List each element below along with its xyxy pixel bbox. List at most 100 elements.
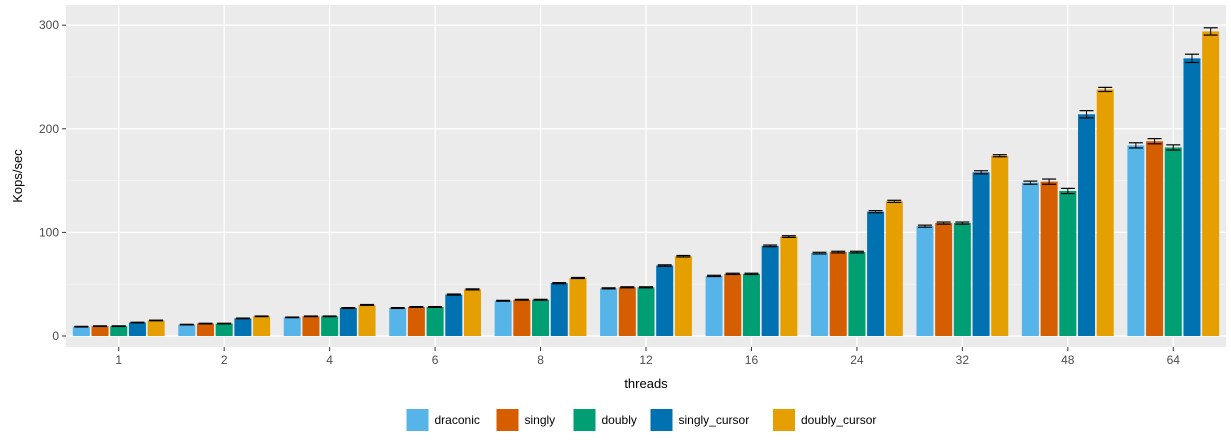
bar-doubly-1 <box>110 326 128 336</box>
legend-item-draconic: draconic <box>406 409 480 431</box>
bar-draconic-16 <box>705 275 723 336</box>
x-tick-label: 32 <box>956 353 970 367</box>
error-bar-singly_cursor-6 <box>446 293 461 296</box>
error-bar-singly-16 <box>725 272 740 276</box>
error-bar-draconic-48 <box>1023 180 1038 185</box>
error-bar-draconic-32 <box>917 224 932 228</box>
error-bar-doubly-24 <box>849 250 864 254</box>
error-bar-doubly-6 <box>428 305 443 309</box>
error-bar-doubly-64 <box>1166 144 1181 151</box>
error-bars-layer <box>74 27 1218 328</box>
legend-item-singly_cursor: singly_cursor <box>650 409 749 431</box>
x-tick-label: 64 <box>1167 353 1181 367</box>
error-bar-singly_cursor-48 <box>1079 110 1094 119</box>
error-bar-doubly-4 <box>322 315 337 318</box>
error-bar-doubly-8 <box>533 298 548 301</box>
error-bar-doubly_cursor-2 <box>254 315 269 318</box>
bar-draconic-1 <box>72 326 90 336</box>
bar-singly_cursor-16 <box>761 245 779 336</box>
bars-layer <box>72 31 1220 337</box>
error-bar-doubly_cursor-12 <box>676 254 691 258</box>
error-bar-doubly-1 <box>111 325 126 328</box>
error-bar-draconic-1 <box>74 325 89 328</box>
error-bar-draconic-24 <box>812 251 827 255</box>
error-bar-singly-48 <box>1042 178 1057 185</box>
bar-doubly_cursor-48 <box>1096 89 1114 336</box>
legend-key-draconic <box>406 409 429 431</box>
bar-doubly-16 <box>742 273 760 336</box>
bar-singly_cursor-6 <box>445 294 463 336</box>
legend-key-doubly <box>573 409 596 431</box>
error-bar-singly_cursor-8 <box>552 282 567 285</box>
bar-singly_cursor-32 <box>972 172 990 336</box>
bar-draconic-48 <box>1021 182 1039 336</box>
error-bar-draconic-64 <box>1128 142 1143 149</box>
bar-singly-48 <box>1040 181 1058 336</box>
bar-doubly_cursor-24 <box>885 201 903 336</box>
grid-layer <box>66 5 1226 347</box>
error-bar-singly_cursor-2 <box>235 317 250 320</box>
bar-singly-24 <box>829 252 847 336</box>
bar-doubly_cursor-32 <box>991 155 1009 336</box>
bar-singly-1 <box>91 326 109 336</box>
error-bar-doubly_cursor-8 <box>570 276 585 280</box>
bar-draconic-32 <box>916 226 934 336</box>
x-tick-label: 4 <box>326 353 333 367</box>
y-axis-title: Kops/sec <box>10 149 25 203</box>
bar-draconic-8 <box>494 300 512 336</box>
x-axis: 1 2 4 6 8 12 16 24 32 48 64 <box>115 347 1180 367</box>
bar-singly-8 <box>513 299 531 336</box>
bar-doubly_cursor-64 <box>1202 31 1220 336</box>
x-tick-label: 1 <box>115 353 122 367</box>
error-bar-singly-6 <box>409 305 424 309</box>
y-tick-label: 0 <box>52 329 59 343</box>
error-bar-draconic-12 <box>601 287 616 290</box>
error-bar-singly-4 <box>303 315 318 318</box>
bar-singly-6 <box>407 306 425 336</box>
bar-singly_cursor-24 <box>867 211 885 336</box>
bar-singly_cursor-12 <box>656 265 674 336</box>
error-bar-doubly_cursor-6 <box>465 288 480 291</box>
x-tick-label: 16 <box>745 353 759 367</box>
legend: draconic singly doubly singly_cursor doubly_… <box>406 409 876 431</box>
y-axis: 0 100 200 300 <box>39 18 66 343</box>
error-bar-draconic-8 <box>496 299 511 302</box>
error-bar-doubly_cursor-1 <box>149 319 164 322</box>
error-bar-singly_cursor-12 <box>657 264 672 267</box>
error-bar-doubly_cursor-24 <box>887 199 902 203</box>
error-bar-singly-1 <box>93 325 108 328</box>
bar-doubly_cursor-16 <box>780 236 798 336</box>
error-bar-singly-24 <box>831 250 846 254</box>
x-tick-label: 24 <box>850 353 864 367</box>
error-bar-singly-32 <box>936 221 951 225</box>
bar-doubly_cursor-8 <box>569 277 587 336</box>
error-bar-singly_cursor-24 <box>868 210 883 214</box>
error-bar-doubly-12 <box>639 286 653 289</box>
error-bar-draconic-2 <box>179 323 194 326</box>
bar-singly_cursor-2 <box>234 318 252 336</box>
error-bar-doubly_cursor-64 <box>1203 27 1218 36</box>
error-bar-doubly-16 <box>744 272 759 276</box>
bar-doubly_cursor-1 <box>147 320 165 336</box>
bar-singly_cursor-64 <box>1183 58 1201 337</box>
bar-singly_cursor-4 <box>339 308 357 336</box>
bar-doubly-32 <box>953 223 971 336</box>
error-bar-doubly_cursor-4 <box>360 303 375 306</box>
bar-doubly-2 <box>215 323 233 336</box>
bar-singly_cursor-1 <box>128 322 146 336</box>
y-tick-label: 100 <box>39 225 59 239</box>
bar-doubly-24 <box>848 252 866 336</box>
legend-label: doubly <box>602 413 637 427</box>
error-bar-doubly-48 <box>1060 187 1075 195</box>
error-bar-draconic-16 <box>707 274 722 278</box>
x-tick-label: 6 <box>432 353 439 367</box>
bar-doubly-4 <box>321 316 339 336</box>
x-tick-label: 2 <box>221 353 228 367</box>
bar-singly-2 <box>196 323 214 336</box>
bar-draconic-6 <box>389 308 407 336</box>
legend-label: draconic <box>435 413 480 427</box>
bar-draconic-12 <box>600 288 618 336</box>
bar-singly-16 <box>724 273 742 336</box>
